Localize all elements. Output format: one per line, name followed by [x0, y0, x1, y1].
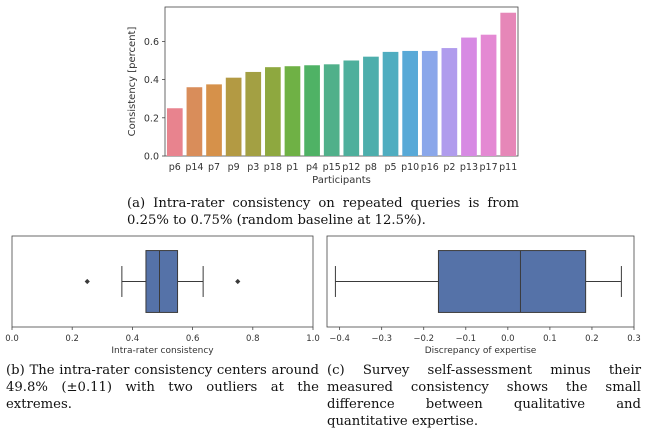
caption-b: (b) The intra-rater consistency centers …	[6, 363, 319, 412]
c-x-tick-label: −0.2	[413, 334, 434, 344]
bar-p5	[382, 51, 399, 157]
c-plot-frame	[326, 235, 635, 328]
c-box	[437, 250, 587, 313]
caption-a: (a) Intra-rater consistency on repeated …	[127, 196, 519, 228]
b-x-tick-label: 0.4	[126, 334, 140, 344]
bar-p17	[480, 34, 497, 157]
bar-p4	[304, 65, 320, 156]
b-x-tick-label: 1.0	[306, 334, 320, 344]
b-x-tick-label: 0.0	[5, 334, 19, 344]
c-x-tick-label: −0.4	[329, 334, 350, 344]
x-axis-label: Participants	[312, 175, 371, 186]
y-tick-label: 0.0	[144, 152, 159, 163]
x-tick-label: p9	[228, 162, 240, 173]
x-tick-label: p5	[384, 162, 396, 173]
b-x-tick-label: 0.6	[186, 334, 200, 344]
x-tick-label: p17	[480, 162, 498, 173]
x-tick-label: p11	[499, 162, 517, 173]
c-x-axis-label: Discrepancy of expertise	[425, 346, 537, 356]
bar-p16	[421, 50, 438, 156]
b-outlier	[84, 278, 90, 285]
x-tick-label: p4	[306, 162, 318, 173]
y-axis-label: Consistency [percent]	[127, 27, 138, 137]
plot-frame	[164, 6, 519, 157]
bar-p1	[284, 66, 301, 156]
bar-p8	[363, 56, 379, 156]
bar-chart-consistency: 0.0 0.2 0.4 0.6 p6 p14 p7 p9 p3 p18 p1 p4 p15 p12 p8 p5…	[5, 6, 641, 356]
b-x-tick-label: 0.8	[246, 334, 260, 344]
x-tick-label: p18	[264, 162, 282, 173]
bar-p9	[225, 77, 242, 156]
x-tick-label: p16	[421, 162, 439, 173]
bar-p7	[206, 84, 222, 156]
x-tick-label: p14	[185, 162, 203, 173]
c-x-tick-label: 0.1	[543, 334, 557, 344]
bar-p18	[265, 67, 281, 156]
bar-p10	[402, 50, 418, 156]
b-x-axis-label: Intra-rater consistency	[111, 346, 214, 356]
c-x-tick-label: 0.0	[501, 334, 515, 344]
bar-p14	[186, 87, 203, 156]
bar-p2	[441, 48, 458, 157]
x-tick-label: p10	[401, 162, 419, 173]
b-plot-frame	[11, 235, 314, 328]
x-tick-label: p13	[460, 162, 478, 173]
bar-p3	[245, 71, 262, 156]
x-tick-label: p3	[247, 162, 259, 173]
x-tick-label: p12	[342, 162, 360, 173]
bar-p11	[500, 12, 517, 156]
bar-p6	[166, 108, 183, 156]
x-tick-label: p1	[286, 162, 298, 173]
bar-p15	[323, 64, 340, 156]
y-tick-label: 0.4	[144, 75, 159, 86]
y-tick-label: 0.2	[144, 113, 159, 124]
x-tick-label: p2	[443, 162, 455, 173]
bar-p12	[343, 60, 360, 156]
b-outlier	[235, 278, 241, 285]
b-x-tick-label: 0.2	[65, 334, 79, 344]
bar-p13	[461, 37, 477, 156]
x-tick-label: p15	[323, 162, 341, 173]
c-x-tick-label: −0.1	[455, 334, 476, 344]
c-x-tick-label: −0.3	[371, 334, 392, 344]
x-tick-label: p7	[208, 162, 220, 173]
x-tick-label: p8	[365, 162, 377, 173]
y-tick-label: 0.6	[144, 37, 159, 48]
c-x-tick-label: 0.2	[585, 334, 599, 344]
b-box	[145, 250, 179, 313]
x-tick-label: p6	[169, 162, 181, 173]
c-x-tick-label: 0.3	[627, 334, 641, 344]
